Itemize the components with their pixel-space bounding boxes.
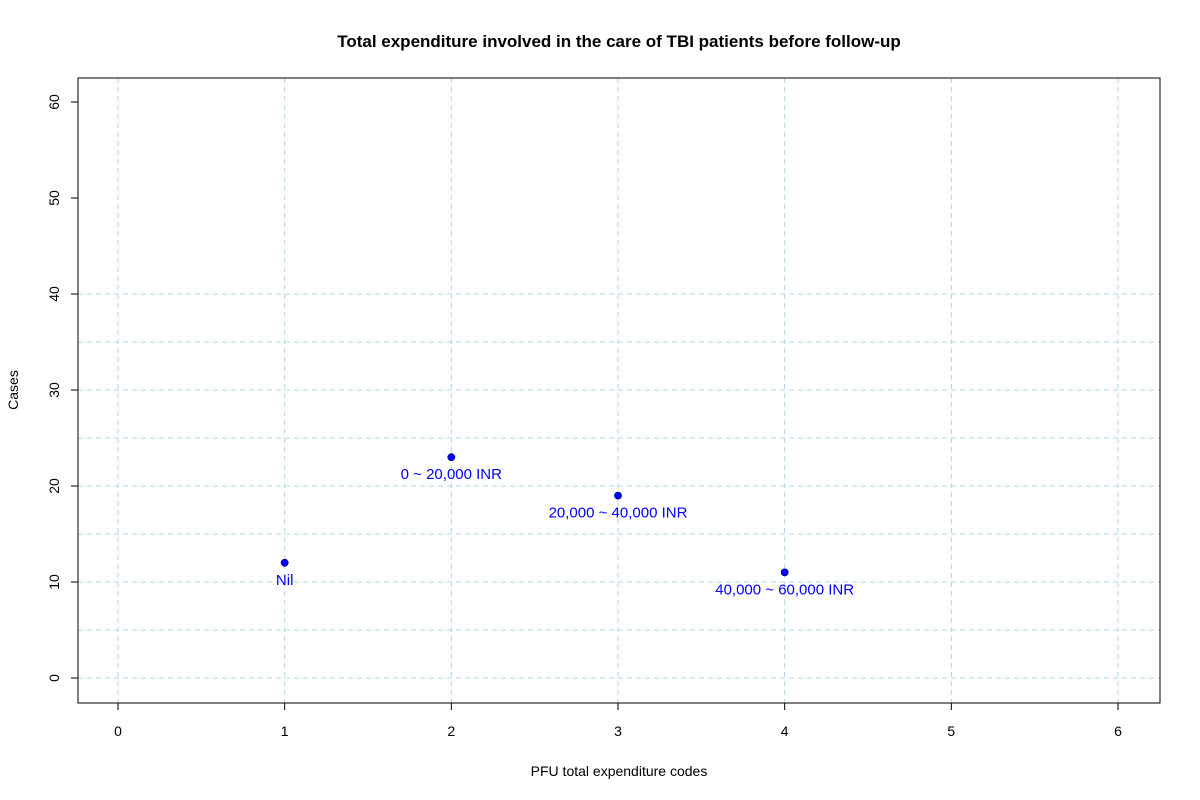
x-tick-label: 1 [281,723,289,739]
point-label: 0 ~ 20,000 INR [401,466,502,483]
y-tick-label: 40 [46,286,62,302]
data-point [780,568,789,577]
x-tick-label: 4 [781,723,789,739]
y-tick-label: 10 [46,574,62,590]
y-tick-label: 60 [46,94,62,110]
point-label: Nil [276,572,294,589]
grid-lines [78,78,1160,703]
y-tick-label: 30 [46,382,62,398]
y-tick-label: 50 [46,190,62,206]
y-tick-label: 20 [46,478,62,494]
point-label: 40,000 ~ 60,000 INR [715,581,854,598]
data-point [447,453,456,462]
x-tick-label: 0 [114,723,122,739]
point-label: 20,000 ~ 40,000 INR [549,505,688,522]
x-axis: 0 1 2 3 4 5 6 [114,703,1122,739]
y-axis-label: Cases [5,370,21,410]
x-axis-label: PFU total expenditure codes [531,763,708,779]
data-point [614,491,622,500]
y-axis: 0 10 20 30 40 50 60 [46,94,78,682]
point-labels: Nil 0 ~ 20,000 INR 20,000 ~ 40,000 INR 40,0… [276,466,854,598]
x-tick-label: 5 [947,723,955,739]
x-tick-label: 2 [447,723,455,739]
x-tick-label: 6 [1114,723,1122,739]
data-points [280,453,789,577]
data-point [280,558,289,567]
x-tick-label: 3 [614,723,622,739]
chart-title: Total expenditure involved in the care o… [337,32,901,51]
y-tick-label: 0 [46,674,62,682]
